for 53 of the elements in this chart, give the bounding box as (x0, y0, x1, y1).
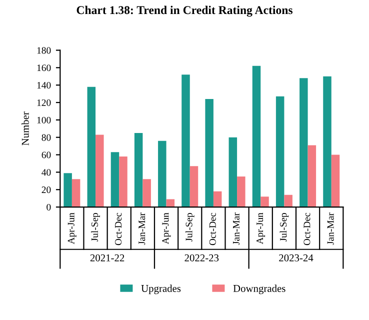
bar (205, 99, 214, 208)
x-tick-label: Oct-Dec (304, 212, 310, 246)
bar (260, 196, 269, 208)
bar (300, 78, 308, 208)
y-tick-label: 120 (37, 99, 51, 106)
x-tick-label: Jan-Mar (138, 212, 146, 245)
y-tick-label: 0 (46, 204, 51, 211)
bar (134, 132, 143, 208)
bar (64, 173, 72, 208)
y-tick-label: 160 (37, 64, 51, 72)
x-tick-label: Jul-Sep (91, 212, 100, 242)
legend-label: Upgrades (141, 284, 181, 294)
bar (166, 199, 175, 208)
bar (237, 176, 246, 208)
chart-title: Chart 1.38: Trend in Credit Rating Actions (76, 6, 293, 17)
bar (284, 194, 292, 208)
bar (110, 152, 120, 208)
bar (119, 156, 128, 208)
y-tick-label: 20 (42, 186, 51, 194)
bar (96, 134, 104, 208)
bar (213, 191, 222, 208)
y-tick-label: 60 (42, 152, 51, 158)
x-tick-label: Jan-Mar (327, 212, 334, 245)
x-tick-label: Oct-Dec (209, 212, 216, 246)
bar (228, 137, 238, 208)
x-tick-label: Jul-Sep (280, 212, 289, 242)
bar (190, 166, 198, 208)
y-tick-label: 100 (37, 116, 51, 124)
bar (182, 74, 190, 208)
x-tick-label: Jan-Mar (233, 212, 240, 245)
bar (308, 145, 316, 208)
bar (72, 179, 80, 208)
x-tick-label: Apr-Jun (162, 212, 171, 244)
x-tick-label: Oct-Dec (115, 212, 122, 246)
legend-label: Downgrades (233, 284, 286, 294)
x-tick-label: Jul-Sep (185, 212, 194, 242)
x-tick-label: Apr-Jun (256, 212, 266, 244)
y-tick-label: 80 (42, 134, 51, 141)
bar (276, 96, 284, 208)
bar (87, 86, 96, 208)
text: 2022-23 (184, 254, 219, 262)
bar (142, 179, 151, 208)
y-tick-label: 140 (37, 82, 51, 89)
y-tick-label: 40 (42, 169, 51, 176)
y-axis-title: Number (22, 112, 29, 146)
text: 2021-22 (90, 254, 124, 262)
bar (323, 76, 332, 208)
text: 2023-24 (279, 254, 314, 262)
y-tick-label: 180 (37, 47, 51, 54)
bar (158, 140, 166, 208)
bar (331, 154, 340, 208)
bar (252, 66, 261, 208)
x-tick-label: Apr-Jun (68, 212, 76, 244)
